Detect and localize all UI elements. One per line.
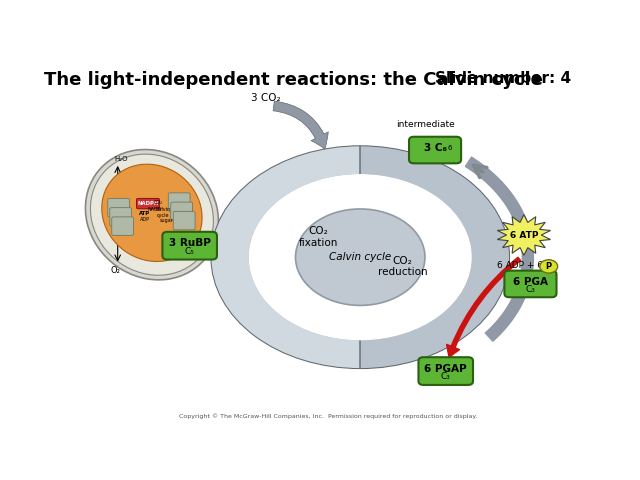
Text: C₃: C₃ [441, 372, 451, 381]
Text: C₃: C₃ [525, 285, 536, 294]
Circle shape [248, 174, 472, 340]
Wedge shape [360, 146, 509, 368]
Circle shape [296, 209, 425, 305]
Text: Calvin cycle: Calvin cycle [329, 252, 392, 262]
Polygon shape [497, 215, 550, 255]
FancyBboxPatch shape [136, 198, 159, 209]
FancyBboxPatch shape [409, 137, 461, 163]
FancyBboxPatch shape [112, 217, 134, 235]
Text: CO₂
reduction: CO₂ reduction [378, 256, 428, 277]
Text: 3 RuBP: 3 RuBP [169, 238, 211, 248]
Ellipse shape [85, 149, 218, 280]
Text: 6 PGA: 6 PGA [513, 276, 548, 287]
FancyBboxPatch shape [173, 211, 195, 230]
Wedge shape [211, 146, 360, 368]
Text: 6 PGAP: 6 PGAP [424, 364, 467, 373]
FancyBboxPatch shape [108, 198, 129, 217]
FancyBboxPatch shape [168, 193, 190, 211]
FancyBboxPatch shape [163, 232, 217, 260]
Text: 3 CO₂: 3 CO₂ [251, 93, 281, 103]
FancyBboxPatch shape [171, 202, 193, 221]
Text: 6 ATP: 6 ATP [509, 230, 538, 240]
Text: 3 C₆: 3 C₆ [424, 143, 447, 153]
FancyBboxPatch shape [504, 271, 557, 297]
Text: ADP: ADP [140, 217, 150, 222]
Text: The light-independent reactions: the Calvin cycle: The light-independent reactions: the Cal… [44, 71, 543, 88]
Ellipse shape [102, 164, 202, 262]
Ellipse shape [90, 154, 213, 275]
Text: Slide number: 4: Slide number: 4 [435, 71, 571, 85]
Text: CO₂
fixation: CO₂ fixation [298, 226, 338, 248]
Text: O₂: O₂ [111, 265, 121, 275]
Text: ATP: ATP [139, 211, 150, 216]
FancyArrowPatch shape [273, 101, 328, 149]
FancyBboxPatch shape [419, 357, 473, 385]
Circle shape [540, 260, 557, 273]
Text: P: P [546, 262, 552, 271]
Text: 6 ADP + 6: 6 ADP + 6 [497, 261, 543, 270]
Text: Calvin
cycle: Calvin cycle [156, 207, 171, 218]
Text: intermediate: intermediate [396, 120, 454, 129]
Text: NADP⁺: NADP⁺ [148, 207, 164, 212]
Text: C₅: C₅ [185, 247, 195, 256]
Text: 6: 6 [447, 145, 452, 151]
Text: H₂O: H₂O [114, 156, 127, 161]
Text: NADPH: NADPH [138, 201, 159, 206]
FancyArrowPatch shape [447, 257, 520, 358]
Text: Copyright © The McGraw-Hill Companies, Inc.  Permission required for reproductio: Copyright © The McGraw-Hill Companies, I… [179, 413, 477, 419]
Text: sugar: sugar [160, 218, 173, 224]
Text: CO₂: CO₂ [154, 200, 163, 205]
Circle shape [211, 146, 509, 368]
FancyBboxPatch shape [110, 208, 132, 226]
